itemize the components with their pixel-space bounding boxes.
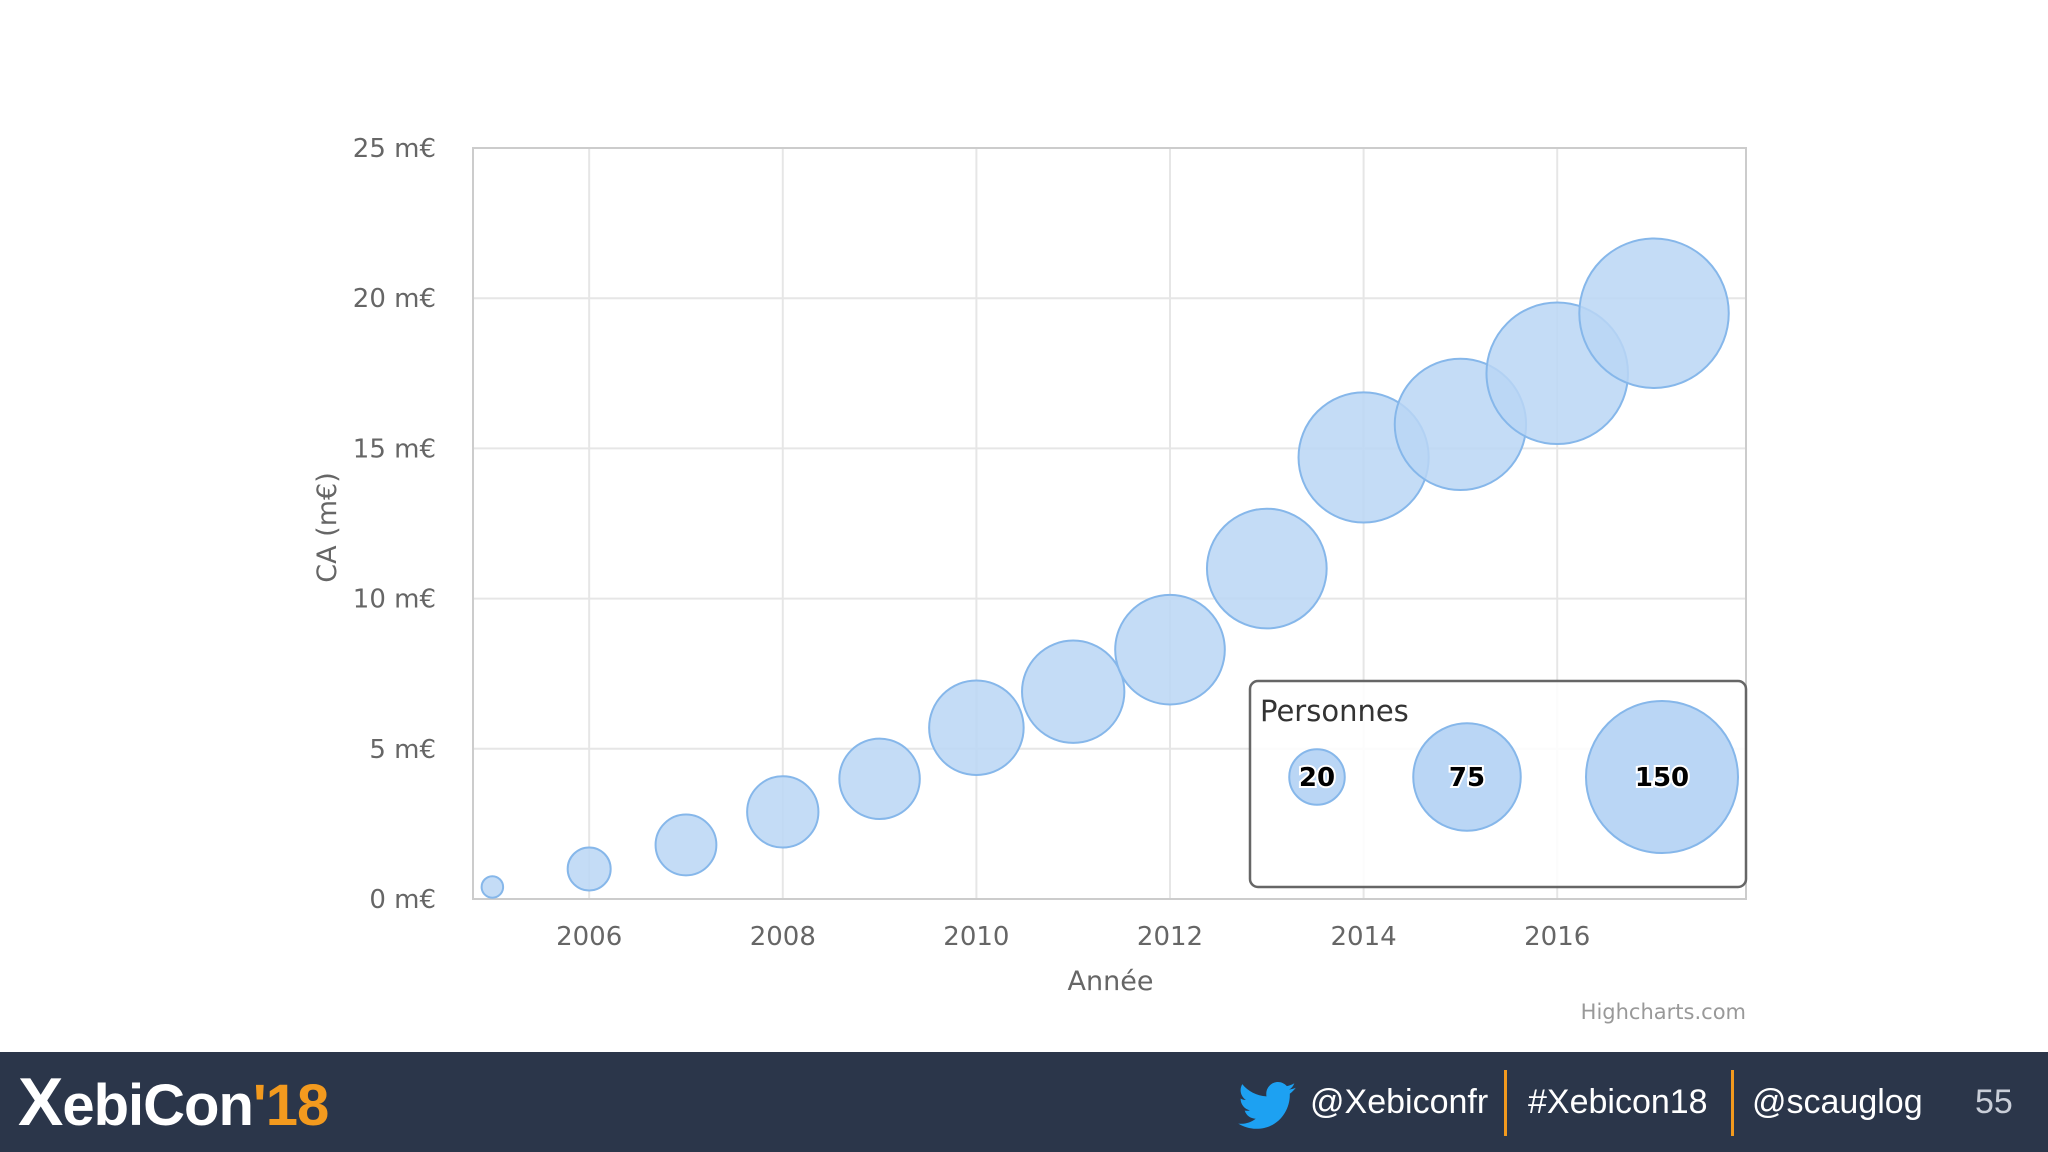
legend-value-label: 150 — [1635, 763, 1689, 793]
y-tick-label: 10 m€ — [353, 585, 436, 615]
speaker-handle[interactable]: @scauglog — [1752, 1083, 1923, 1121]
bubble-point[interactable] — [838, 737, 921, 821]
bubble-series — [480, 237, 1730, 899]
x-axis-tick-labels: 2006 2008 2010 2012 2014 2016 — [556, 922, 1590, 952]
xebicon-logo: XebiCon'18 — [18, 1064, 329, 1140]
y-tick-label: 25 m€ — [353, 134, 436, 164]
y-tick-label: 20 m€ — [353, 284, 436, 314]
x-tick-label: 2006 — [556, 922, 622, 952]
hashtag[interactable]: #Xebicon18 — [1528, 1083, 1708, 1121]
x-tick-label: 2014 — [1331, 922, 1397, 952]
x-tick-label: 2010 — [943, 922, 1009, 952]
footer-bar: XebiCon'18 @Xebiconfr #Xebicon18 @scaugl… — [0, 1052, 2048, 1152]
x-tick-label: 2012 — [1137, 922, 1203, 952]
bubble-point[interactable] — [566, 846, 612, 892]
y-axis-tick-labels: 0 m€ 5 m€ 10 m€ 15 m€ 20 m€ 25 m€ — [353, 134, 436, 915]
bubble-point[interactable] — [1578, 237, 1730, 389]
logo-text: ebiCon — [62, 1073, 254, 1138]
bubble-chart: 0 m€5 m€10 m€15 m€20 m€25 m€ 2006 2008 201… — [312, 134, 1748, 1024]
y-tick-label: 5 m€ — [369, 735, 436, 765]
y-tick-label: 0 m€ — [369, 885, 436, 915]
x-axis-title: Année — [1068, 966, 1154, 997]
logo-x: X — [18, 1064, 63, 1140]
bubble-point[interactable] — [1021, 639, 1126, 744]
legend-bubble — [1288, 748, 1346, 806]
logo-year: '18 — [252, 1073, 329, 1138]
page-number: 55 — [1975, 1083, 2013, 1121]
footer-separator — [1504, 1070, 1507, 1136]
y-axis-title: CA (m€) — [312, 472, 343, 582]
legend-bubble — [1585, 700, 1739, 854]
highcharts-credits[interactable]: Highcharts.com — [1581, 1000, 1746, 1024]
legend-value-label: 75 — [1449, 763, 1485, 793]
bubble-point[interactable] — [1114, 593, 1226, 706]
footer-separator — [1731, 1070, 1734, 1136]
bubble-point[interactable] — [654, 813, 718, 877]
plot-area-border — [472, 147, 1747, 900]
bubble-point[interactable] — [928, 679, 1025, 777]
bubble-point[interactable] — [1205, 507, 1328, 630]
x-tick-label: 2016 — [1524, 922, 1590, 952]
bubble-point[interactable] — [746, 775, 820, 849]
legend-value-label: 20 — [1299, 763, 1335, 793]
twitter-bird-icon — [1238, 1082, 1296, 1129]
size-legend: Personnes 20 75 150 — [1248, 679, 1748, 889]
y-tick-label: 15 m€ — [353, 434, 436, 464]
twitter-handle[interactable]: @Xebiconfr — [1310, 1083, 1489, 1121]
bubble-point[interactable] — [480, 875, 505, 899]
legend-bubble — [1412, 722, 1522, 832]
legend-title: Personnes — [1260, 694, 1409, 728]
x-tick-label: 2008 — [750, 922, 816, 952]
